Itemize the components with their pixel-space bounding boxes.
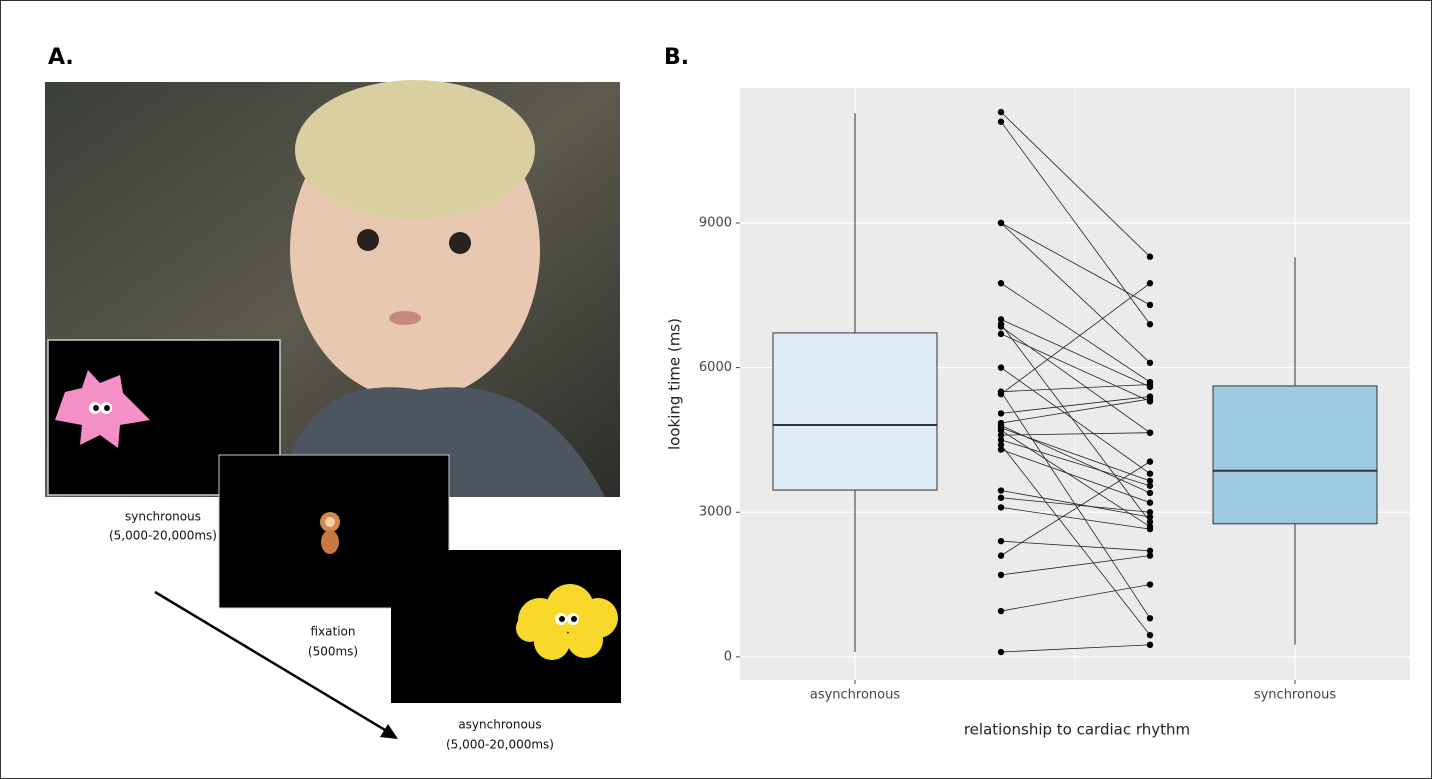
point: [997, 321, 1005, 328]
box: [772, 332, 938, 491]
pair-line: [1000, 429, 1151, 528]
caption: (5,000-20,000ms): [109, 529, 217, 543]
point: [1146, 381, 1154, 388]
pair-line: [1000, 432, 1151, 436]
point: [997, 388, 1005, 395]
pair-line: [1000, 282, 1151, 383]
stimulus-screen: [391, 550, 621, 703]
y-tick-label: 9000: [699, 215, 732, 230]
x-tick-label: asynchronous: [810, 688, 901, 703]
y-axis-title: looking time (ms): [666, 318, 684, 450]
y-tick-label: 0: [724, 649, 732, 664]
y-tick-label: 6000: [699, 360, 732, 375]
caption: (500ms): [308, 645, 358, 659]
pair-line: [1000, 384, 1151, 393]
point: [997, 487, 1005, 494]
point: [997, 364, 1005, 371]
point: [1146, 458, 1154, 465]
point: [997, 219, 1005, 227]
pair-line: [1000, 444, 1151, 636]
point: [997, 431, 1005, 439]
box: [1212, 385, 1378, 525]
caption: synchronous: [125, 510, 201, 524]
point: [1146, 429, 1154, 436]
point: [1146, 470, 1154, 477]
point: [1146, 513, 1154, 521]
pair-line: [1000, 396, 1151, 414]
time-arrow: [154, 590, 398, 739]
point: [1146, 518, 1154, 526]
pair-line: [1000, 326, 1151, 434]
point: [1146, 552, 1154, 559]
x-tick-label: synchronous: [1254, 688, 1337, 703]
caption: (5,000-20,000ms): [446, 738, 554, 752]
pair-line: [1000, 333, 1151, 402]
point: [997, 330, 1005, 338]
pair-line: [1000, 121, 1151, 325]
pair-line: [1000, 282, 1151, 395]
point: [1146, 482, 1154, 489]
point: [997, 552, 1005, 559]
point: [997, 316, 1005, 323]
point: [1146, 253, 1154, 260]
point: [997, 494, 1005, 501]
point: [1146, 581, 1154, 588]
point: [997, 118, 1005, 125]
point: [1146, 615, 1154, 622]
stimulus-screen: [47, 339, 281, 496]
pair-line: [1000, 449, 1151, 503]
pair-line: [1000, 507, 1151, 530]
point: [1146, 359, 1154, 366]
pair-line: [1000, 584, 1151, 612]
point: [1146, 631, 1154, 639]
pair-line: [1000, 111, 1151, 258]
point: [1146, 525, 1154, 533]
point: [1146, 489, 1154, 497]
panel-label: A.: [48, 45, 74, 70]
pair-line: [1000, 461, 1151, 556]
point: [1146, 280, 1154, 287]
pair-line: [1000, 427, 1151, 482]
point: [997, 108, 1005, 116]
point: [997, 537, 1005, 545]
y-tick-label: 3000: [699, 505, 732, 520]
point: [1146, 395, 1154, 403]
pair-line: [1000, 222, 1151, 364]
pair-line: [1000, 555, 1151, 576]
point: [1146, 477, 1154, 485]
pair-line: [1000, 222, 1151, 306]
point: [997, 607, 1005, 615]
point: [997, 504, 1005, 511]
point: [997, 427, 1005, 434]
point: [1146, 321, 1154, 328]
point: [997, 280, 1005, 287]
caption: fixation: [311, 625, 356, 639]
caption: asynchronous: [458, 718, 541, 732]
pair-line: [1000, 367, 1151, 474]
pair-line: [1000, 323, 1151, 523]
point: [997, 648, 1005, 656]
point: [1146, 499, 1154, 506]
pair-line: [1000, 540, 1151, 552]
pair-line: [1000, 439, 1151, 487]
pair-line: [1000, 644, 1151, 653]
point: [997, 441, 1005, 448]
point: [997, 446, 1005, 453]
x-axis-title: relationship to cardiac rhythm: [964, 721, 1190, 739]
point: [997, 419, 1005, 427]
point: [1146, 301, 1154, 309]
point: [1146, 509, 1154, 516]
point: [997, 410, 1005, 417]
point: [997, 571, 1005, 579]
pair-line: [1000, 398, 1151, 424]
point: [1146, 547, 1154, 555]
pair-line: [1000, 391, 1151, 619]
pair-line: [1000, 319, 1151, 388]
pair-line: [1000, 490, 1151, 518]
point: [1146, 641, 1154, 649]
point: [997, 436, 1005, 444]
panel-label: B.: [664, 45, 689, 70]
